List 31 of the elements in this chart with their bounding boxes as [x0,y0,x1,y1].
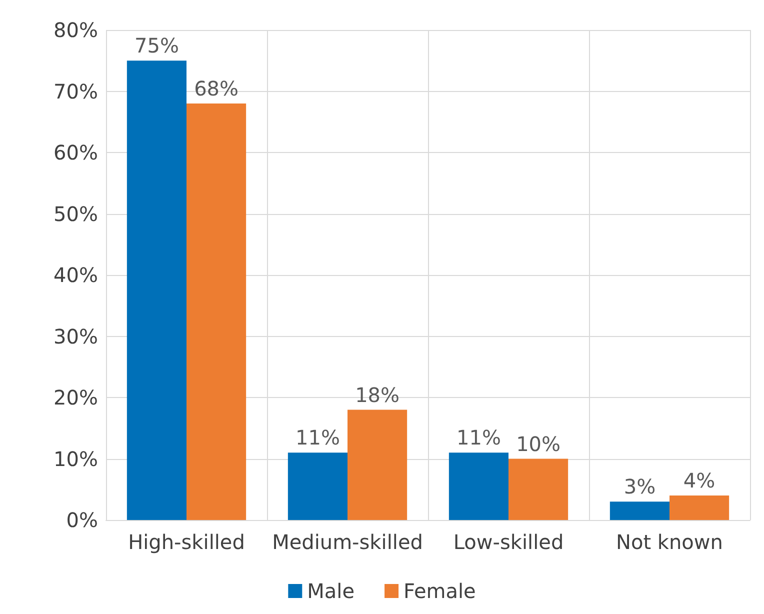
y-tick-label: 30% [54,324,98,348]
data-label: 75% [134,34,179,58]
data-label: 10% [516,432,561,456]
y-tick-label: 50% [54,202,98,226]
x-tick-label: Low-skilled [453,530,564,554]
data-label: 11% [295,426,340,450]
y-tick-label: 60% [54,140,98,164]
bar [126,60,186,520]
x-tick-label: Medium-skilled [272,530,423,554]
data-label: 11% [456,426,501,450]
x-tick-label: Not known [616,530,723,554]
bar [288,452,348,520]
y-tick-label: 20% [54,386,98,410]
bar [508,458,568,520]
y-tick-label: 0% [66,508,98,532]
bar [186,104,246,520]
data-label: 18% [355,382,400,407]
y-tick-label: 10% [54,446,98,471]
bar [670,496,730,520]
y-tick-label: 40% [54,263,98,287]
bar [610,502,670,520]
y-tick-label: 70% [54,79,98,104]
bar [448,452,508,520]
legend-label: Female [404,579,476,603]
data-label: 68% [194,76,239,100]
data-label: 3% [624,474,656,499]
legend-label: Male [307,579,355,603]
y-tick-label: 80% [54,18,98,42]
x-tick-label: High-skilled [128,530,245,554]
bar [348,410,408,520]
data-label: 4% [683,468,716,492]
